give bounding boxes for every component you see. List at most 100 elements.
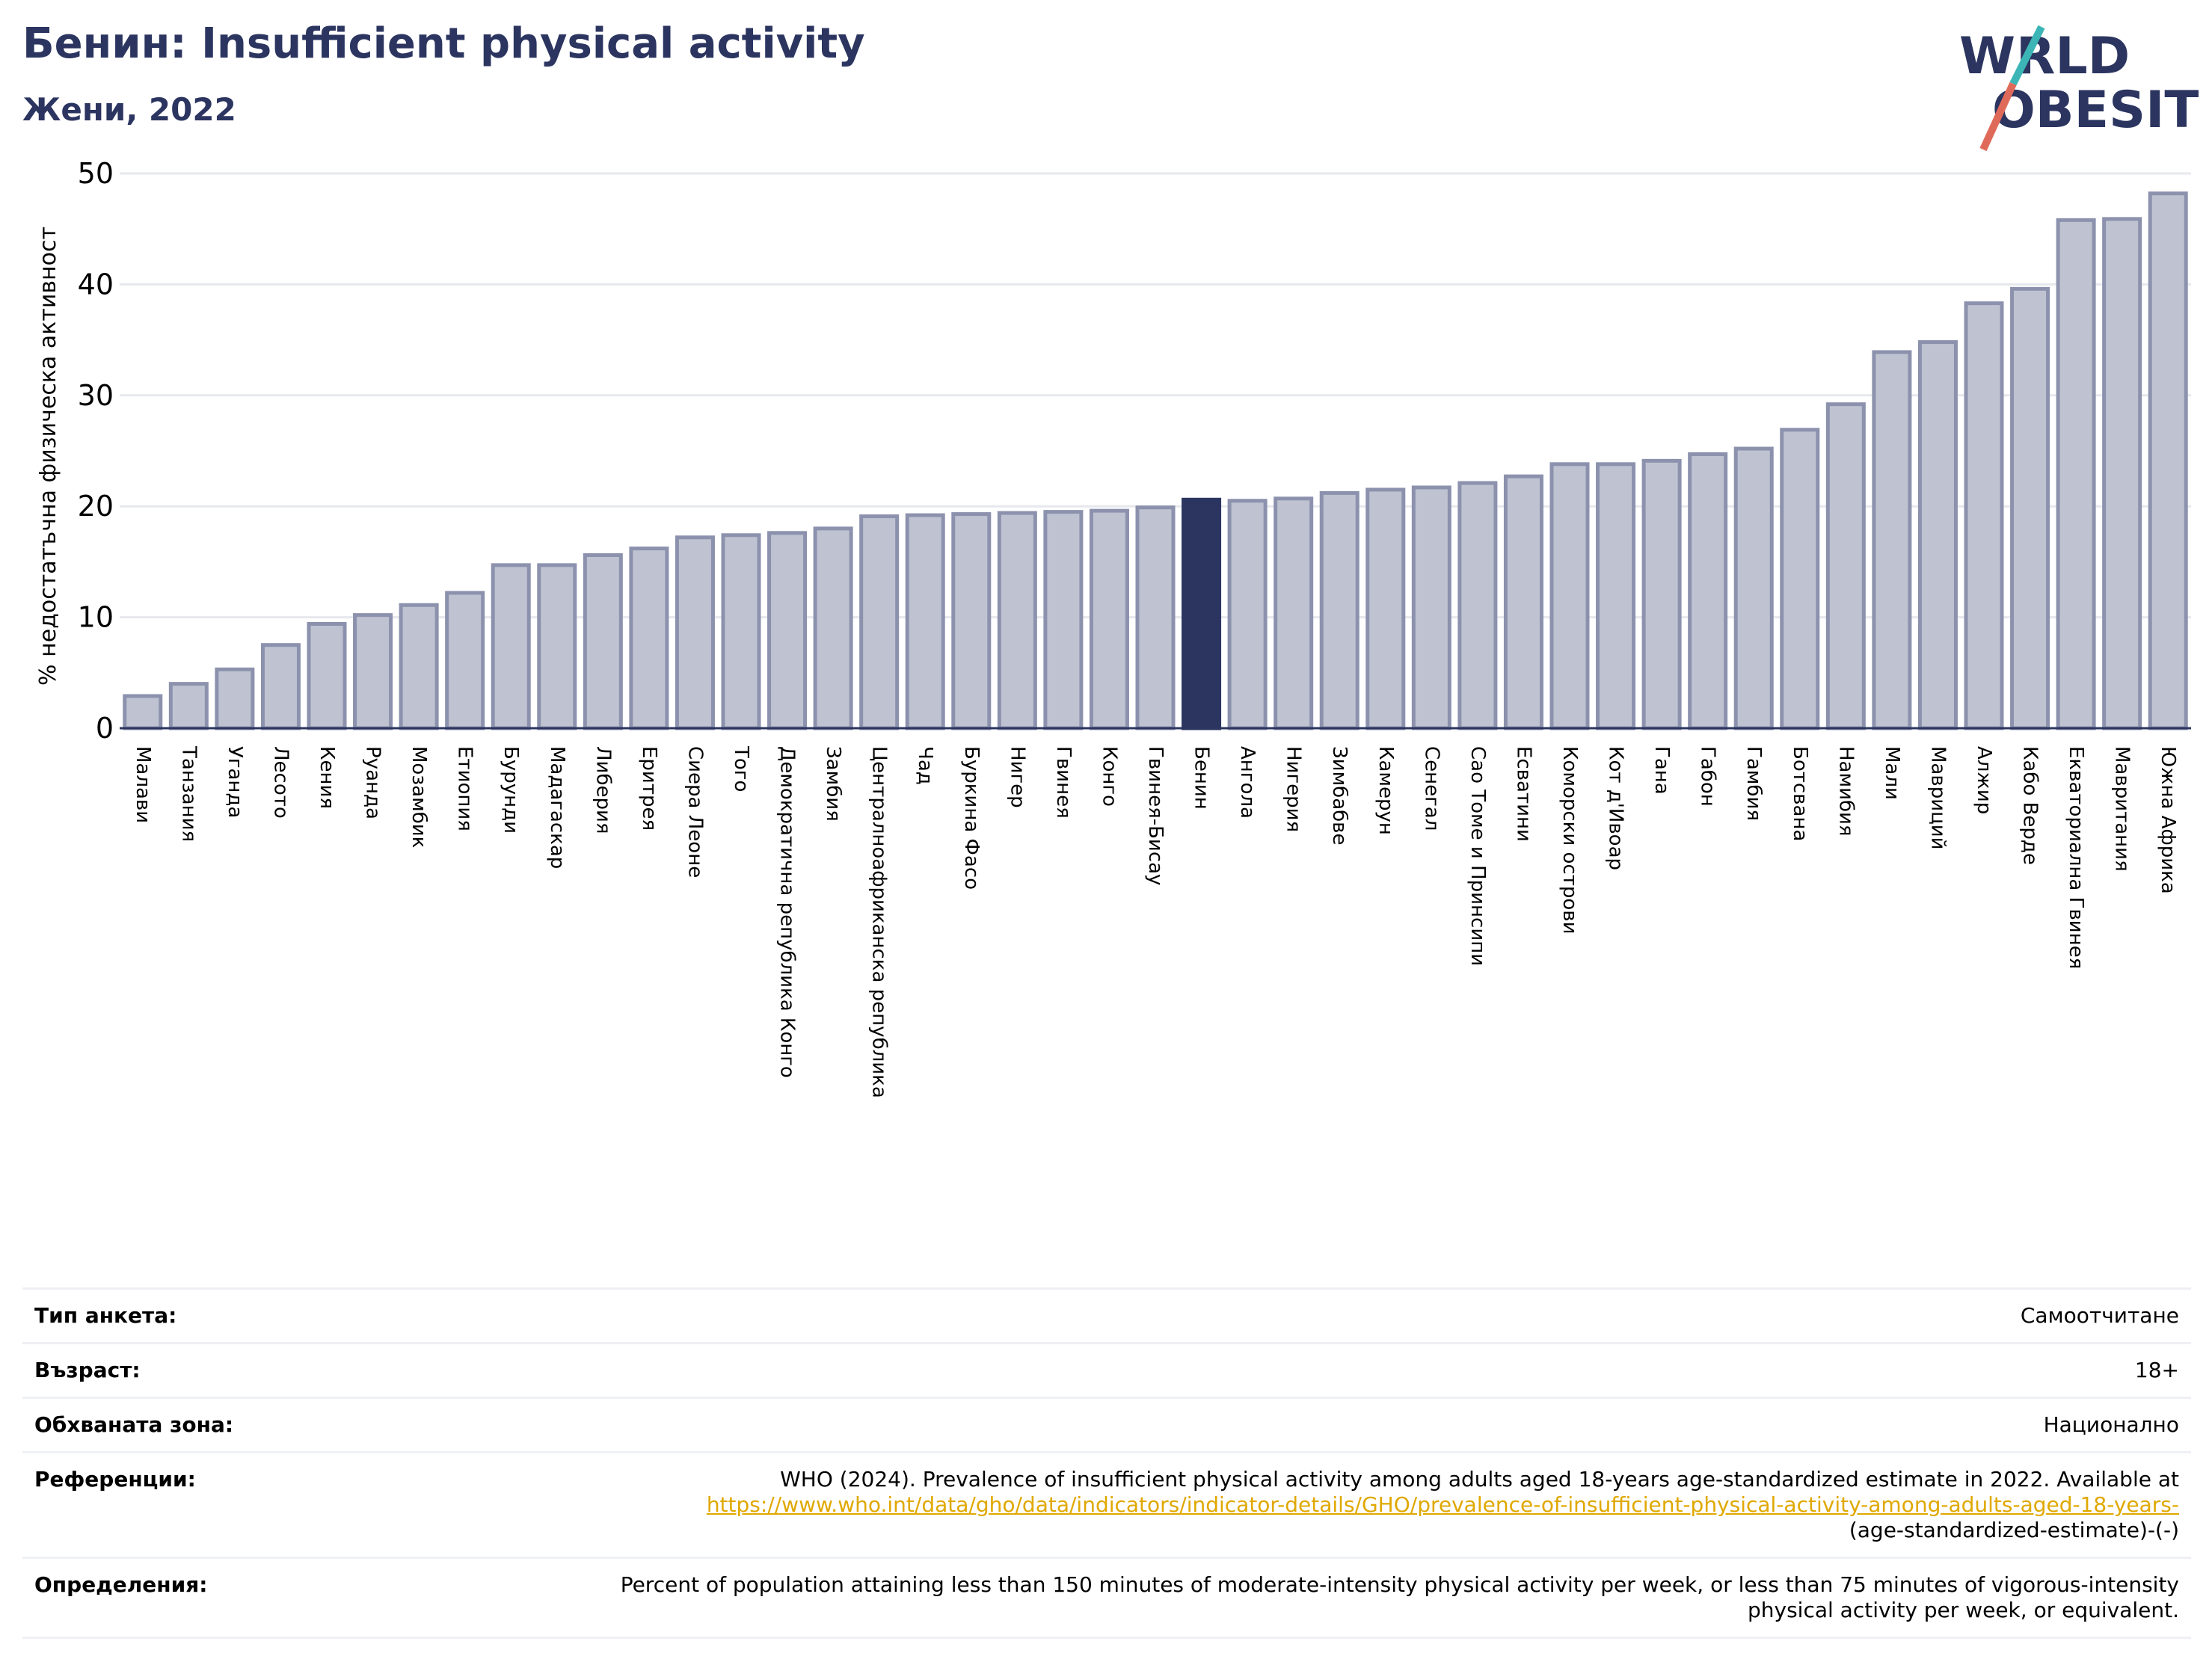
- x-tick-label: Намибия: [1834, 746, 1857, 837]
- x-tick-label: Алжир: [1973, 746, 1995, 814]
- bar: [1964, 301, 2004, 730]
- x-tick-label: Южна Африка: [2157, 746, 2179, 894]
- info-row-definitions: Определения: Percent of population attai…: [22, 1559, 2191, 1639]
- x-tick-labels: Малави Танзания Уганда Лесото Кения Руанда Моз…: [132, 745, 2179, 1098]
- bar: [1182, 497, 1222, 730]
- info-label: Възраст:: [34, 1358, 141, 1382]
- bar: [859, 514, 900, 730]
- info-label: Тип анкета:: [34, 1303, 177, 1328]
- info-table: Тип анкета: Самоотчитане Възраст: 18+ Об…: [22, 1287, 2191, 1639]
- bar: [583, 553, 623, 730]
- x-tick-label: Гвинея: [1052, 746, 1075, 819]
- bar: [260, 643, 301, 730]
- x-tick-label: Кот д'Ивоар: [1605, 746, 1627, 870]
- x-tick-label: Танзания: [177, 745, 200, 842]
- bar: [1135, 505, 1176, 730]
- info-value: Национално: [2043, 1412, 2179, 1437]
- bar: [353, 613, 393, 730]
- bar: [1780, 428, 1820, 730]
- x-tick-label: Того: [730, 745, 752, 792]
- bar: [307, 622, 347, 730]
- x-tick-label: Сенегал: [1420, 746, 1443, 831]
- x-tick-label: Либерия: [592, 746, 614, 834]
- references-text: WHO (2024). Prevalence of insufficient p…: [780, 1467, 2179, 1492]
- bar: [1641, 458, 1682, 730]
- bar: [1089, 508, 1129, 730]
- x-tick-label: Руанда: [362, 746, 384, 819]
- x-tick-label: Замбия: [822, 746, 844, 822]
- bar: [2148, 191, 2188, 730]
- x-tick-label: Гана: [1650, 746, 1673, 795]
- bar: [1688, 452, 1728, 730]
- bar: [1917, 340, 1958, 730]
- references-tail: (age-standardized-estimate)-(-): [1849, 1518, 2179, 1542]
- info-label: Обхваната зона:: [34, 1412, 234, 1437]
- references-link[interactable]: https://www.who.int/data/gho/data/indica…: [706, 1492, 2179, 1517]
- y-tick-label: 40: [78, 268, 114, 301]
- bar: [2102, 217, 2142, 730]
- y-tick-label: 0: [96, 712, 114, 745]
- x-tick-label: Мавриций: [1926, 746, 1949, 850]
- bar: [1872, 350, 1912, 730]
- bar: [537, 563, 577, 730]
- x-tick-label: Сиера Леоне: [683, 746, 706, 878]
- info-label: Определения:: [34, 1572, 208, 1597]
- x-tick-label: Камерун: [1374, 746, 1397, 835]
- x-tick-label: Лесото: [269, 746, 292, 819]
- info-row-survey-type: Тип анкета: Самоотчитане: [22, 1290, 2191, 1344]
- bar: [1733, 446, 1774, 730]
- bar: [1274, 496, 1314, 730]
- bar: [2056, 218, 2096, 730]
- definitions-value: Percent of population attaining less tha…: [620, 1572, 2179, 1622]
- x-tick-label: Демократична република Конго: [776, 746, 799, 1078]
- bar: [767, 531, 808, 730]
- x-tick-label: Малави: [132, 746, 154, 823]
- x-tick-label: Бурунди: [500, 746, 522, 834]
- x-tick-label: Мали: [1881, 746, 1903, 800]
- info-value: 18+: [2134, 1358, 2179, 1382]
- x-tick-label: Коморски острови: [1558, 746, 1581, 935]
- y-tick-label: 30: [78, 379, 114, 412]
- x-tick-label: Сао Томе и Принсипи: [1466, 746, 1489, 966]
- bar: [399, 603, 439, 730]
- info-row-age: Възраст: 18+: [22, 1344, 2191, 1399]
- x-tick-label: Екваториална Гвинея: [2065, 746, 2087, 969]
- y-tick-labels: 0 10 20 30 40 50: [78, 157, 114, 745]
- info-row-coverage: Обхваната зона: Национално: [22, 1399, 2191, 1453]
- bar: [123, 694, 163, 730]
- x-tick-label: Ангола: [1236, 746, 1259, 819]
- bar: [1319, 490, 1360, 730]
- x-tick-label: Бенин: [1191, 746, 1213, 810]
- bar: [1825, 402, 1866, 730]
- x-tick-label: Кабо Верде: [2019, 746, 2042, 865]
- bar: [905, 513, 945, 730]
- x-tick-label: Ботсвана: [1789, 746, 1811, 841]
- bar: [168, 682, 209, 730]
- x-tick-label: Гвинея-Бисау: [1144, 746, 1167, 885]
- x-tick-label: Мавритания: [2111, 746, 2133, 872]
- x-tick-label: Зимбабве: [1328, 746, 1351, 846]
- bar: [445, 591, 485, 730]
- y-tick-label: 20: [78, 490, 114, 523]
- references-value: WHO (2024). Prevalence of insufficient p…: [707, 1467, 2179, 1543]
- bar: [2010, 286, 2050, 730]
- x-tick-label: Уганда: [224, 746, 246, 818]
- x-tick-label: Нигерия: [1282, 746, 1305, 832]
- page-title: Бенин: Insufficient physical activity: [22, 19, 865, 68]
- bar-chart: 0 10 20 30 40 50 Малави Танзания Уганда Лесото Ке…: [35, 157, 2191, 1098]
- x-tick-label: Мозамбик: [408, 746, 430, 848]
- x-tick-label: Габон: [1697, 746, 1719, 807]
- x-tick-label: Етиопия: [454, 746, 476, 831]
- x-tick-label: Чад: [914, 746, 936, 785]
- x-tick-label: Кения: [316, 746, 338, 809]
- bar: [1365, 487, 1406, 730]
- bar: [1227, 499, 1268, 730]
- world-obesity-logo: W RLD OBESITY: [1959, 25, 2199, 152]
- y-tick-label: 50: [78, 157, 114, 190]
- bar: [1596, 462, 1636, 730]
- bar: [1549, 462, 1590, 730]
- bars: [123, 191, 2188, 730]
- bar: [951, 512, 992, 730]
- page-subtitle: Жени, 2022: [22, 91, 236, 128]
- bar: [997, 511, 1037, 730]
